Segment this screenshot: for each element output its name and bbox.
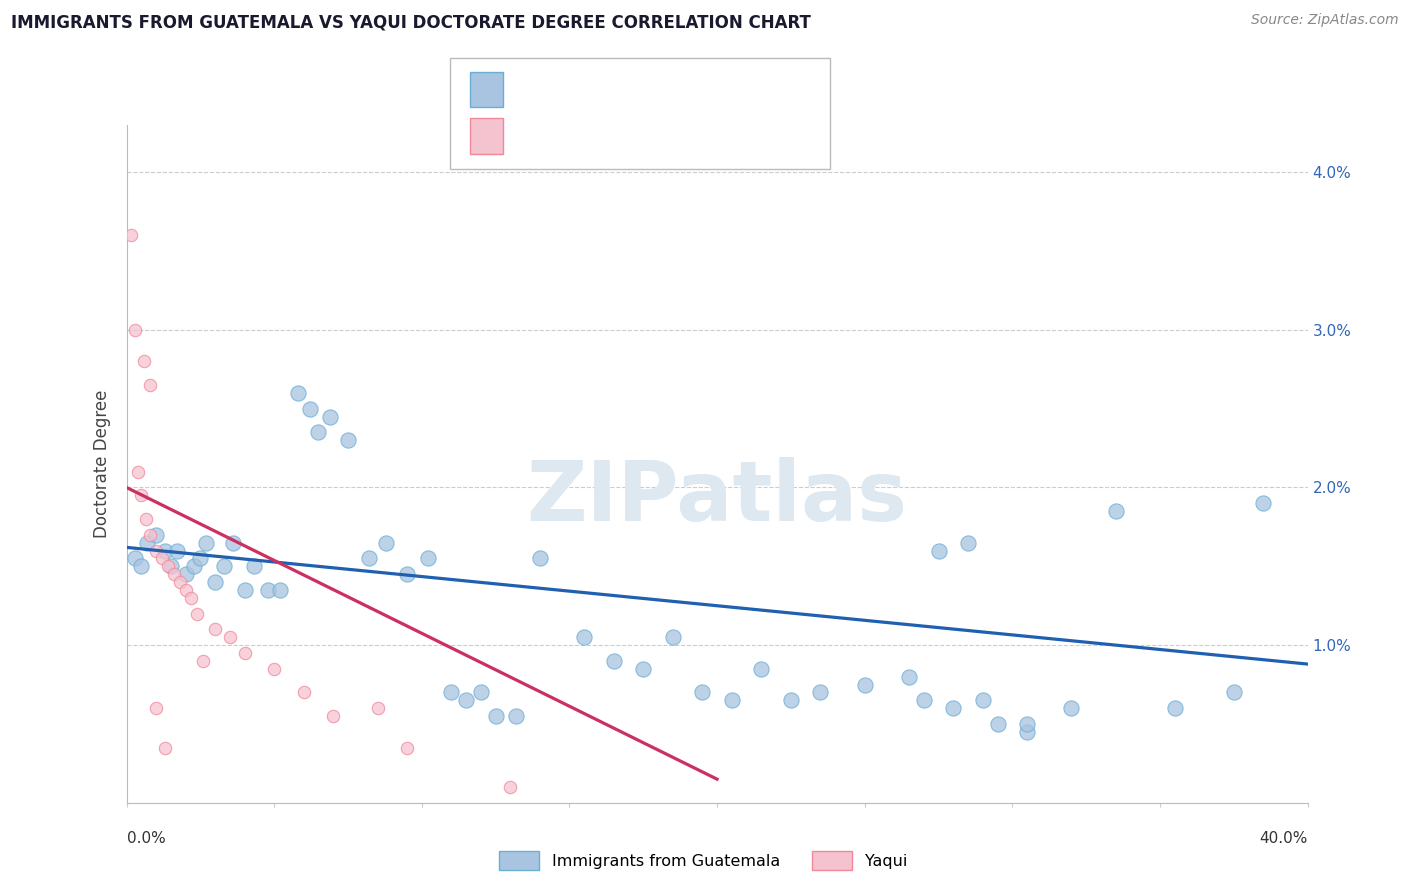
Point [139, 378, 162, 392]
Point [375, 535, 398, 549]
Point [145, 528, 167, 542]
Point [661, 630, 683, 644]
Point [166, 543, 188, 558]
Point [720, 693, 742, 707]
Legend: Immigrants from Guatemala, Yaqui: Immigrants from Guatemala, Yaqui [492, 845, 914, 877]
Point [153, 543, 176, 558]
Point [129, 559, 153, 574]
Point [174, 582, 197, 597]
Point [499, 780, 522, 794]
Point [153, 740, 176, 755]
Point [193, 654, 215, 668]
Text: ZIPatlas: ZIPatlas [527, 458, 907, 538]
Point [150, 551, 173, 566]
Point [602, 654, 624, 668]
Point [853, 677, 876, 691]
Point [942, 701, 965, 715]
Point [257, 582, 280, 597]
Point [912, 693, 935, 707]
Point [416, 551, 439, 566]
Point [188, 551, 211, 566]
Point [145, 701, 167, 715]
Point [124, 323, 146, 337]
Point [156, 559, 179, 574]
Point [169, 575, 191, 590]
Point [222, 535, 245, 549]
Point [139, 528, 162, 542]
Point [269, 582, 291, 597]
Point [357, 551, 380, 566]
Point [1164, 701, 1187, 715]
Point [129, 488, 153, 502]
Point [779, 693, 801, 707]
Text: R = -0.154   N = 57: R = -0.154 N = 57 [510, 80, 688, 99]
Point [751, 662, 773, 676]
Point [505, 709, 527, 723]
Text: 0.0%: 0.0% [127, 831, 166, 846]
Point [396, 567, 419, 582]
Point [470, 685, 492, 699]
Point [1105, 504, 1128, 518]
Point [135, 512, 157, 526]
Point [319, 409, 342, 424]
Point [233, 646, 256, 660]
Point [454, 693, 477, 707]
Point [145, 543, 167, 558]
Point [183, 559, 205, 574]
Point [1251, 496, 1274, 510]
Point [1017, 724, 1039, 739]
Point [396, 740, 419, 755]
Point [972, 693, 994, 707]
Point [127, 465, 149, 479]
Point [180, 591, 202, 605]
Point [298, 401, 321, 416]
Point [212, 559, 235, 574]
Point [1060, 701, 1083, 715]
Point [218, 630, 242, 644]
Point [1017, 717, 1039, 731]
Text: IMMIGRANTS FROM GUATEMALA VS YAQUI DOCTORATE DEGREE CORRELATION CHART: IMMIGRANTS FROM GUATEMALA VS YAQUI DOCTO… [11, 13, 811, 31]
Point [204, 623, 226, 637]
Text: R = -0.261   N = 27: R = -0.261 N = 27 [510, 127, 688, 145]
Point [186, 607, 208, 621]
Point [136, 535, 159, 549]
Point [366, 701, 388, 715]
Point [163, 567, 186, 582]
Point [440, 685, 463, 699]
Point [292, 685, 315, 699]
Point [204, 575, 226, 590]
Point [124, 551, 146, 566]
Text: Source: ZipAtlas.com: Source: ZipAtlas.com [1251, 13, 1399, 28]
Point [263, 662, 285, 676]
Point [956, 535, 979, 549]
Point [195, 535, 218, 549]
Point [160, 559, 183, 574]
Point [574, 630, 596, 644]
Point [484, 709, 508, 723]
Point [1222, 685, 1246, 699]
Point [633, 662, 655, 676]
Point [174, 567, 197, 582]
Point [337, 433, 360, 447]
Point [120, 228, 142, 243]
Point [307, 425, 329, 440]
Point [322, 709, 344, 723]
Point [690, 685, 713, 699]
Text: 40.0%: 40.0% [1260, 831, 1308, 846]
Point [287, 385, 309, 400]
Point [810, 685, 832, 699]
Point [134, 354, 156, 368]
Point [529, 551, 551, 566]
Point [928, 543, 950, 558]
Y-axis label: Doctorate Degree: Doctorate Degree [93, 390, 111, 538]
Point [897, 670, 920, 684]
Point [987, 717, 1010, 731]
Point [242, 559, 264, 574]
Point [233, 582, 256, 597]
